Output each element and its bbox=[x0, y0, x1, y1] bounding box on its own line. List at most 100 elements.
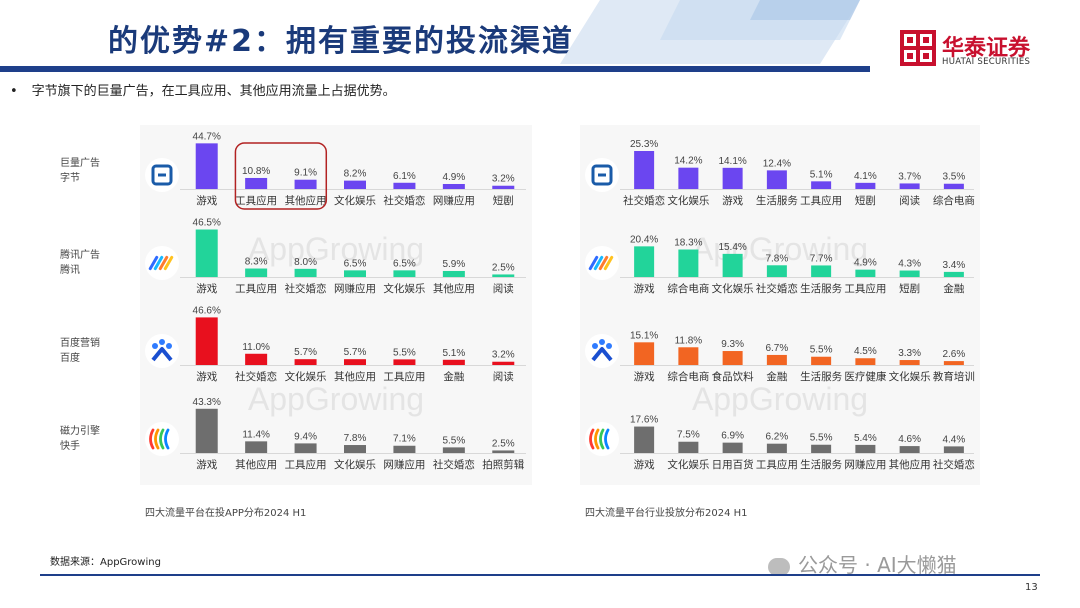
data-label: 18.3% bbox=[674, 238, 702, 249]
category-label: 阅读 bbox=[493, 370, 514, 383]
data-label: 9.1% bbox=[294, 168, 317, 179]
data-label: 14.2% bbox=[674, 156, 702, 167]
bar bbox=[492, 185, 515, 189]
category-label: 社交婚恋 bbox=[623, 194, 665, 207]
bar bbox=[943, 183, 964, 189]
data-label: 8.3% bbox=[245, 257, 268, 268]
category-label: 工具应用 bbox=[235, 282, 277, 295]
data-label: 5.5% bbox=[810, 433, 833, 444]
category-label: 游戏 bbox=[196, 458, 217, 471]
data-label: 7.8% bbox=[344, 433, 367, 444]
bar bbox=[245, 441, 268, 453]
brand-name-cn: 华泰证券 bbox=[942, 36, 1031, 61]
data-label: 3.3% bbox=[898, 348, 921, 359]
category-label: 金融 bbox=[943, 282, 964, 295]
wechat-icon bbox=[768, 557, 790, 576]
data-label: 6.1% bbox=[393, 171, 416, 182]
brand-name-en: HUATAI SECURITIES bbox=[942, 57, 1031, 67]
bar bbox=[943, 361, 964, 365]
data-label: 6.5% bbox=[393, 258, 416, 269]
category-label: 文化娱乐 bbox=[667, 458, 709, 471]
bar bbox=[943, 446, 964, 453]
data-source: 数据来源：AppGrowing bbox=[50, 557, 161, 568]
bar bbox=[811, 265, 832, 277]
data-label: 6.7% bbox=[765, 343, 788, 354]
bar bbox=[678, 249, 699, 277]
data-label: 5.1% bbox=[810, 169, 833, 180]
data-label: 7.8% bbox=[765, 253, 788, 264]
category-label: 金融 bbox=[766, 370, 787, 383]
data-label: 5.5% bbox=[810, 345, 833, 356]
bar bbox=[393, 445, 416, 453]
data-label: 12.4% bbox=[763, 158, 791, 169]
data-label: 5.5% bbox=[442, 435, 465, 446]
data-label: 46.5% bbox=[193, 218, 221, 229]
data-label: 2.5% bbox=[492, 262, 515, 273]
category-label: 生活服务 bbox=[800, 370, 842, 383]
bar bbox=[899, 270, 920, 277]
bar bbox=[634, 151, 655, 189]
data-label: 17.6% bbox=[630, 415, 658, 426]
bar bbox=[899, 360, 920, 365]
category-label: 游戏 bbox=[634, 370, 655, 383]
bar bbox=[855, 358, 876, 365]
bar bbox=[811, 181, 832, 189]
category-label: 社交婚恋 bbox=[235, 370, 277, 383]
platform-label-ocean: 巨量广告 字节 bbox=[60, 156, 130, 186]
data-label: 5.7% bbox=[344, 347, 367, 358]
category-label: 其他应用 bbox=[433, 282, 475, 295]
bar bbox=[722, 167, 743, 189]
header-decoration bbox=[560, 0, 860, 64]
category-label: 游戏 bbox=[634, 282, 655, 295]
data-label: 11.0% bbox=[242, 342, 270, 353]
platform-owner: 腾讯 bbox=[60, 265, 80, 276]
category-label: 游戏 bbox=[722, 194, 743, 207]
header-rule bbox=[0, 66, 870, 72]
bar bbox=[442, 270, 465, 277]
category-label: 生活服务 bbox=[756, 194, 798, 207]
bar bbox=[634, 246, 655, 277]
category-label: 游戏 bbox=[196, 282, 217, 295]
platform-name: 巨量广告 bbox=[60, 158, 100, 169]
bar bbox=[943, 271, 964, 277]
data-label: 4.9% bbox=[442, 172, 465, 183]
data-label: 7.7% bbox=[810, 253, 833, 264]
category-label: 工具应用 bbox=[800, 194, 842, 207]
category-label: 游戏 bbox=[196, 194, 217, 207]
category-label: 工具应用 bbox=[844, 282, 886, 295]
watermark-text: AppGrowing bbox=[692, 381, 868, 417]
footer-rule bbox=[40, 574, 1040, 576]
baidu-marketing-icon bbox=[145, 334, 179, 368]
page-number: 13 bbox=[1025, 582, 1038, 593]
category-label: 综合电商 bbox=[933, 194, 975, 207]
data-label: 5.9% bbox=[442, 259, 465, 270]
category-label: 社交婚恋 bbox=[933, 458, 975, 471]
bar bbox=[294, 443, 317, 453]
data-label: 9.3% bbox=[721, 339, 744, 350]
watermark-text: AppGrowing bbox=[692, 231, 868, 267]
chart-panel-app-distribution: AppGrowing AppGrowing 44.7% 游戏 10.8% 工具应用 9.1%… bbox=[140, 125, 532, 485]
category-label: 工具应用 bbox=[756, 458, 798, 471]
bar bbox=[634, 426, 655, 453]
bar bbox=[766, 265, 787, 277]
platform-owner: 快手 bbox=[60, 441, 80, 452]
data-label: 2.6% bbox=[942, 349, 965, 360]
platform-name: 百度营销 bbox=[60, 338, 100, 349]
bar bbox=[855, 444, 876, 453]
data-label: 2.5% bbox=[492, 438, 515, 449]
data-label: 9.4% bbox=[294, 431, 317, 442]
data-label: 11.4% bbox=[242, 429, 270, 440]
chart-panel-industry-distribution: AppGrowing AppGrowing 25.3% 社交婚恋 14.2% 文化娱乐 14… bbox=[580, 125, 980, 485]
highlight-box bbox=[234, 142, 328, 210]
data-label: 4.4% bbox=[942, 434, 965, 445]
ocean-engine-icon bbox=[585, 158, 619, 192]
category-label: 短剧 bbox=[493, 194, 514, 207]
bar bbox=[678, 167, 699, 189]
category-label: 网赚应用 bbox=[334, 282, 376, 295]
data-label: 43.3% bbox=[193, 397, 221, 408]
category-label: 其他应用 bbox=[285, 194, 327, 207]
data-label: 20.4% bbox=[630, 234, 658, 245]
bar bbox=[294, 359, 317, 365]
data-label: 11.8% bbox=[675, 335, 703, 346]
wechat-text: 公众号 · AI大懒猫 bbox=[798, 553, 957, 577]
